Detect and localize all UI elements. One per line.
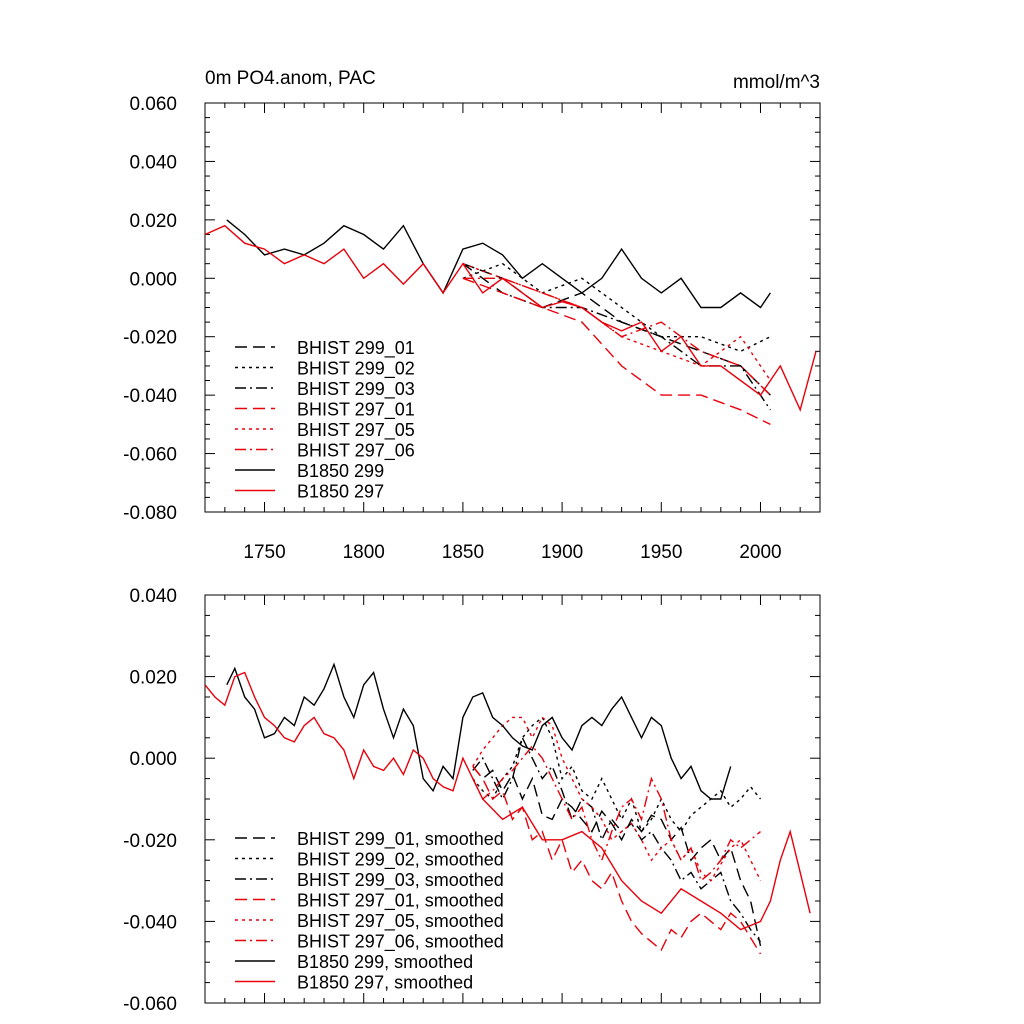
y-tick-label: -0.060	[123, 445, 177, 466]
series-line	[205, 224, 817, 412]
series-group	[205, 662, 811, 955]
y-tick-label: 0.000	[129, 269, 177, 290]
legend-label: BHIST 299_02	[297, 359, 415, 380]
series-line	[472, 744, 761, 882]
legend-label: BHIST 297_01, smoothed	[297, 891, 504, 912]
y-tick-label: 0.020	[129, 668, 177, 689]
panel-title-right: mmol/m^3	[733, 72, 820, 93]
legend-label: BHIST 297_05, smoothed	[297, 911, 504, 932]
series-line	[462, 277, 771, 396]
x-tick-label: 2000	[739, 542, 781, 563]
legend-label: BHIST 299_01	[297, 338, 415, 359]
series-line	[472, 716, 762, 834]
legend-label: BHIST 299_01, smoothed	[297, 829, 504, 850]
axis-ticks	[204, 102, 821, 513]
y-tick-label: -0.060	[123, 994, 177, 1015]
y-tick-label: 0.020	[129, 211, 177, 232]
legend-label: B1850 299, smoothed	[297, 952, 473, 972]
x-tick-label: 1900	[541, 542, 583, 563]
series-line	[462, 262, 771, 353]
series-line	[226, 219, 771, 309]
y-tick-label: -0.020	[123, 831, 177, 852]
series-line	[472, 735, 762, 943]
legend-label: B1850 299	[297, 461, 384, 481]
y-tick-label: -0.040	[123, 386, 177, 407]
series-line	[472, 765, 762, 947]
y-tick-label: 0.060	[129, 94, 177, 115]
series-line	[462, 277, 771, 426]
x-tick-label: 1950	[640, 542, 682, 563]
panel-title-left: 0m PO4.anom, PAC	[205, 68, 376, 89]
legend-label: BHIST 299_03	[297, 379, 415, 400]
legend-label: BHIST 297_01	[297, 400, 415, 421]
y-tick-label: 0.040	[129, 586, 177, 607]
series-line	[226, 662, 732, 800]
legend-label: B1850 297, smoothed	[297, 973, 473, 993]
series-line	[472, 765, 762, 955]
legend-label: BHIST 297_06, smoothed	[297, 932, 504, 953]
y-tick-label: 0.000	[129, 749, 177, 770]
legend-label: BHIST 297_06	[297, 441, 415, 462]
series-group	[205, 219, 817, 426]
axis-ticks	[204, 594, 821, 1004]
x-tick-label: 1850	[442, 542, 484, 563]
series-line	[205, 671, 811, 931]
x-tick-label: 1750	[243, 542, 285, 563]
top-chart: 0.060 0.040 0.020 0.000 -0.020 -0.040 -0.060 -0…	[123, 94, 821, 563]
series-line	[462, 263, 771, 411]
y-tick-label: -0.080	[123, 503, 177, 524]
legend-label: BHIST 299_02, smoothed	[297, 850, 504, 871]
bottom-chart: 0.040 0.020 0.000 -0.020 -0.040 -0.060 BHIST 2…	[123, 586, 821, 1015]
y-tick-label: -0.020	[123, 328, 177, 349]
y-tick-label: 0.040	[129, 152, 177, 173]
y-tick-label: -0.040	[123, 912, 177, 933]
series-line	[472, 716, 762, 882]
legend-label: B1850 297	[297, 482, 384, 502]
legend-label: BHIST 297_05	[297, 420, 415, 441]
legend-label: BHIST 299_03, smoothed	[297, 870, 504, 891]
x-tick-label: 1800	[343, 542, 385, 563]
